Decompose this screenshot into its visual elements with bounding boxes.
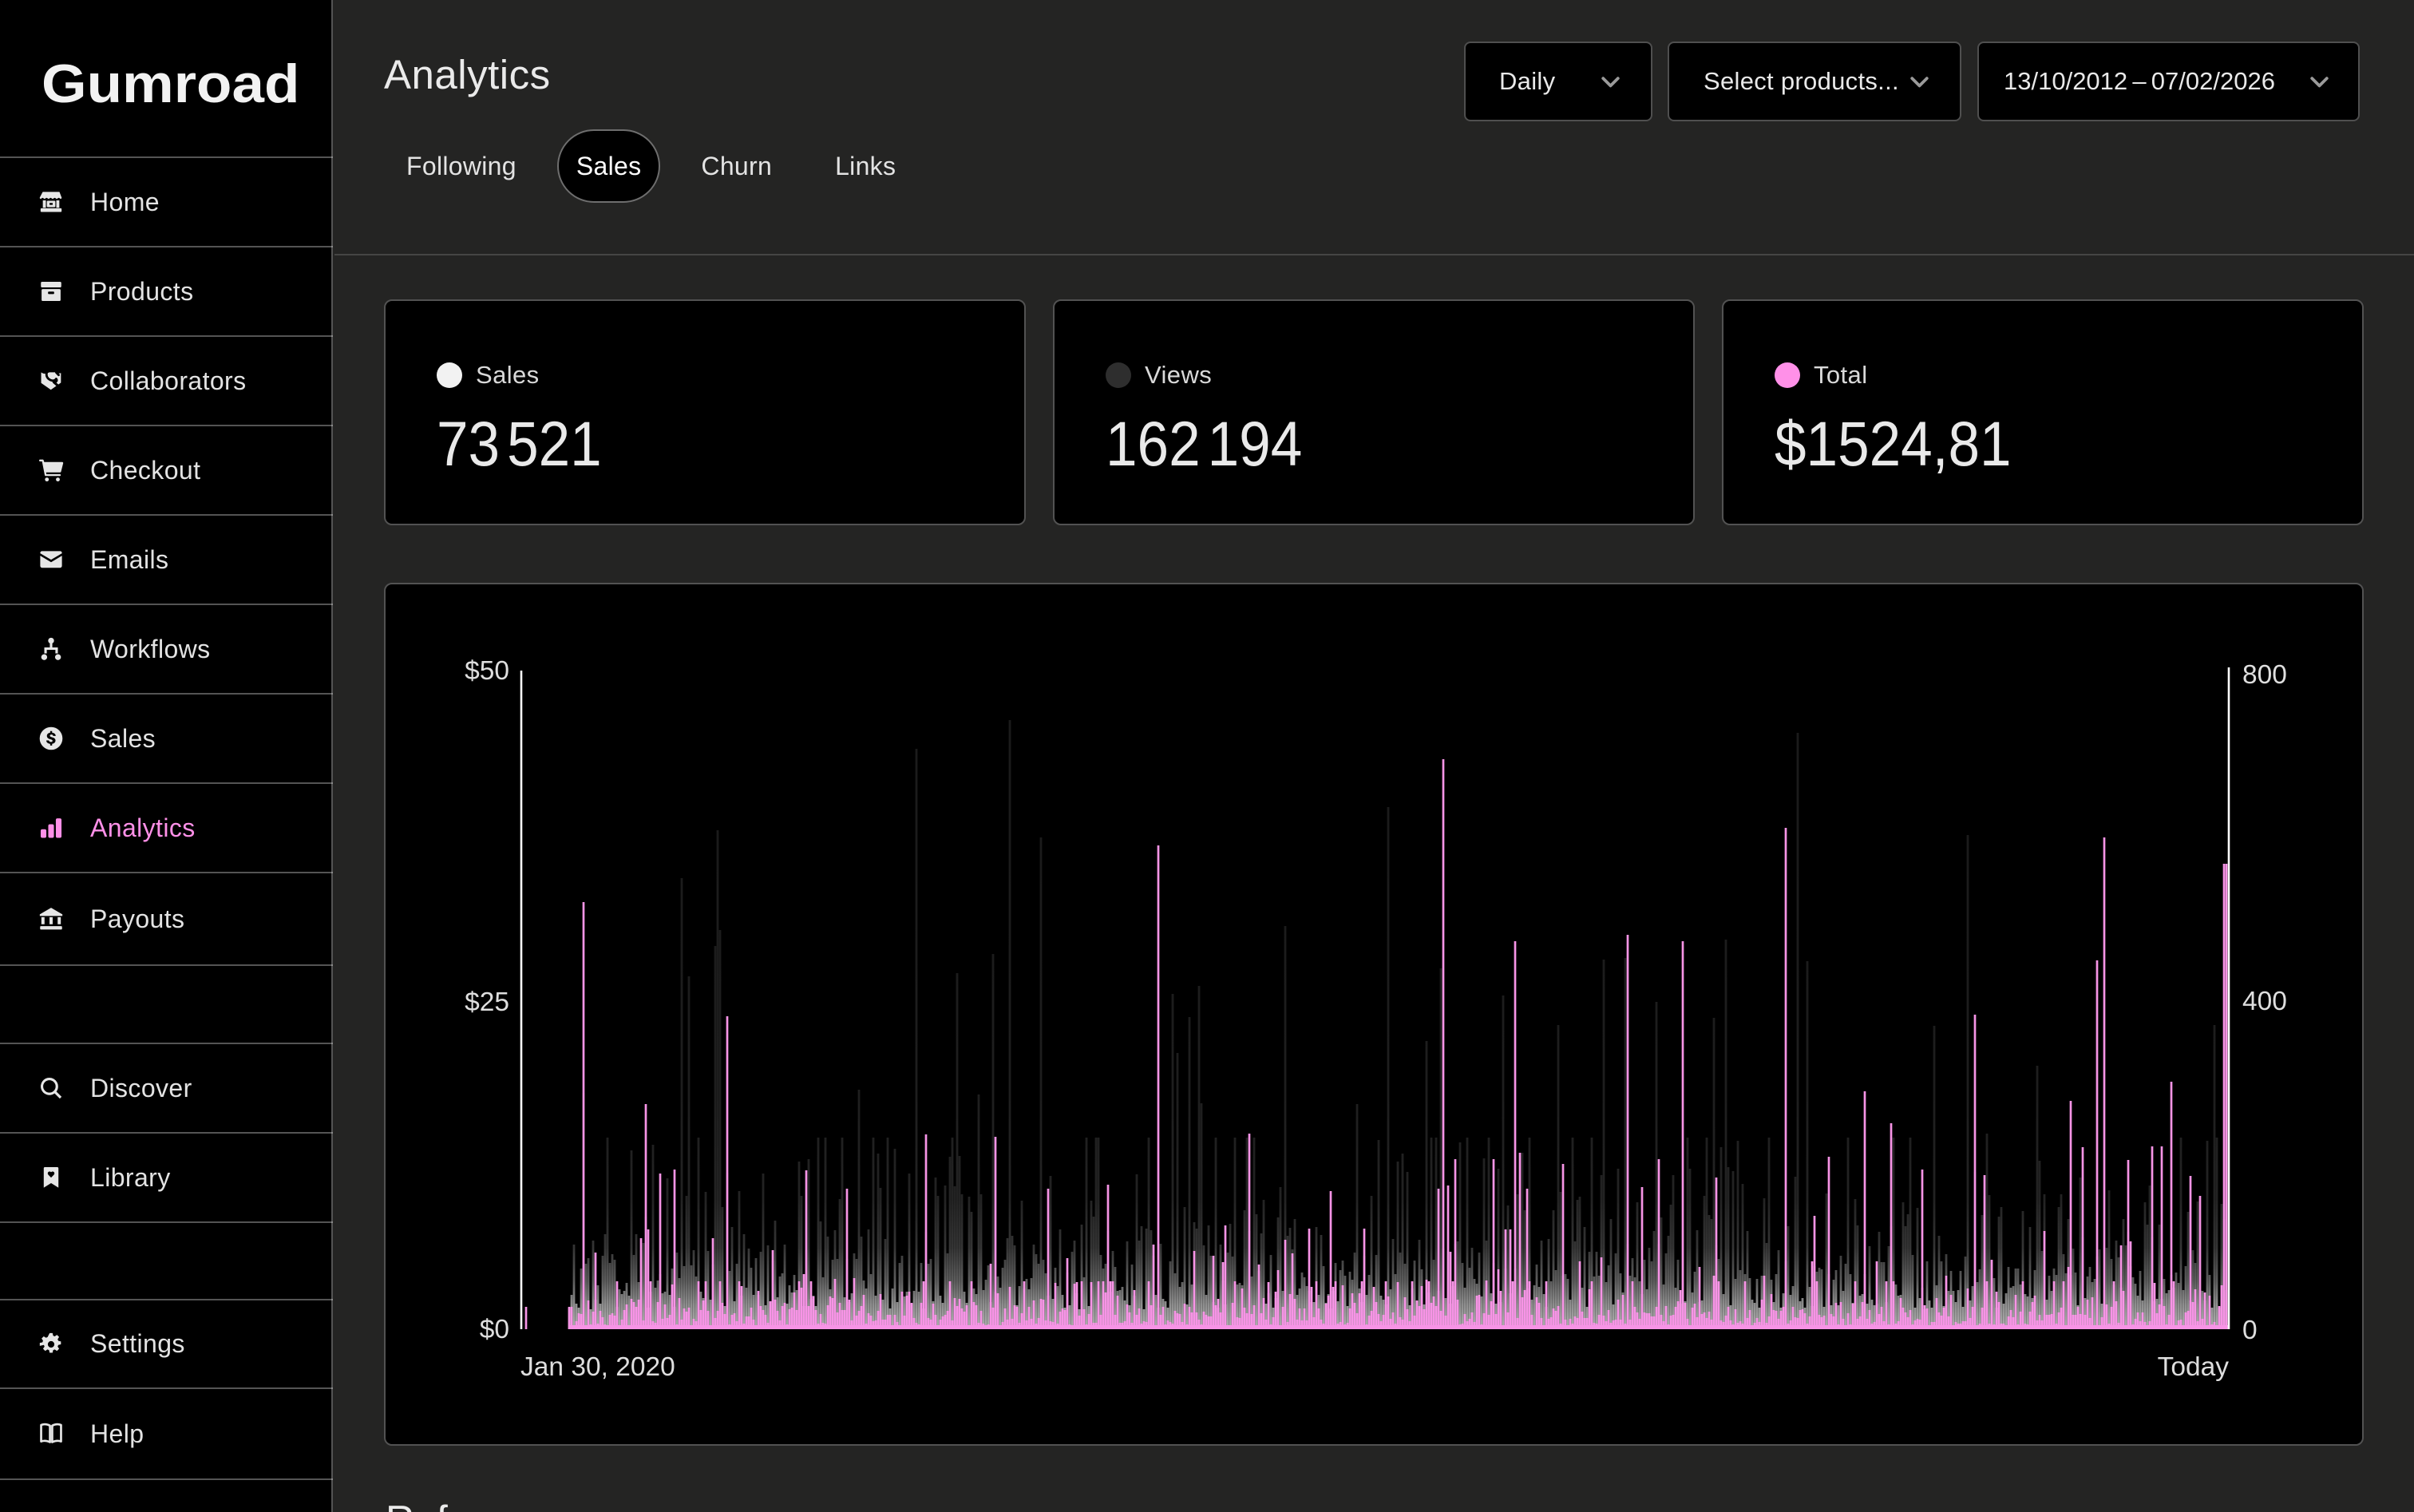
svg-text:$50: $50	[465, 656, 509, 686]
svg-text:0: 0	[2242, 1316, 2258, 1345]
svg-text:800: 800	[2242, 660, 2287, 690]
svg-text:400: 400	[2242, 987, 2287, 1016]
svg-text:$25: $25	[465, 988, 509, 1017]
svg-text:Today: Today	[2158, 1352, 2230, 1382]
svg-text:$0: $0	[480, 1315, 509, 1344]
svg-text:Jan 30, 2020: Jan 30, 2020	[520, 1352, 675, 1382]
